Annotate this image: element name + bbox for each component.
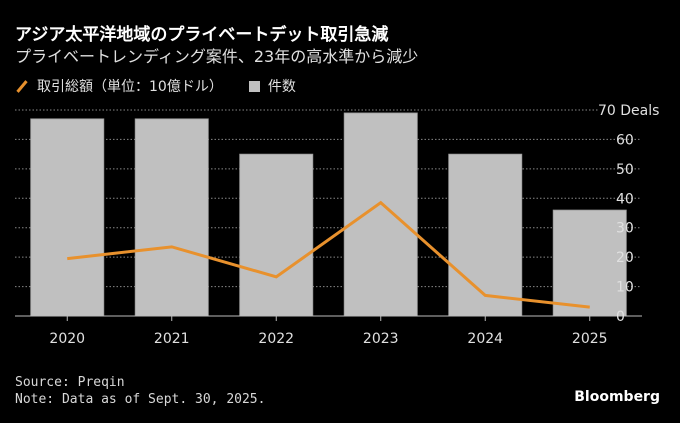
bloomberg-logo: Bloomberg xyxy=(574,389,660,405)
y-tick-label: 20 xyxy=(616,250,634,266)
y-tick-label: 70 Deals xyxy=(598,103,659,119)
data-note: Note: Data as of Sept. 30, 2025. xyxy=(15,392,266,407)
y-tick-label: 50 xyxy=(616,162,634,178)
bar-2024 xyxy=(448,153,523,317)
y-tick-label: 30 xyxy=(616,221,634,237)
y-tick-label: 0 xyxy=(616,309,625,325)
bar-2021 xyxy=(134,118,209,317)
legend-bar-label: 件数 xyxy=(267,79,296,95)
source-note: Source: Preqin xyxy=(15,375,125,390)
chart-title: アジア太平洋地域のプライベートデット取引急減 xyxy=(15,25,389,45)
legend-bar-swatch xyxy=(248,80,260,92)
y-tick-label: 10 xyxy=(616,280,634,296)
y-tick-label: 60 xyxy=(616,132,634,148)
x-tick-label: 2022 xyxy=(258,331,294,347)
x-tick-label: 2024 xyxy=(467,331,503,347)
chart: 0 10 20 30 40 50 60 70 Deals 2020 2021 2022 2023 20… xyxy=(15,103,659,347)
y-tick-label: 40 xyxy=(616,191,634,207)
x-tick-label: 2021 xyxy=(154,331,190,347)
x-tick-label: 2025 xyxy=(572,331,608,347)
bar-2023 xyxy=(343,112,418,317)
legend: 取引総額（単位：10億ドル） 件数 xyxy=(15,76,296,96)
legend-line-label: 取引総額（単位：10億ドル） xyxy=(37,79,223,95)
bar-2020 xyxy=(30,118,105,317)
deal-value-line xyxy=(67,200,590,309)
x-tick-label: 2023 xyxy=(363,331,399,347)
x-tick-label: 2020 xyxy=(49,331,85,347)
bar-2022 xyxy=(239,153,314,317)
chart-subtitle: プライベートレンディング案件、23年の高水準から減少 xyxy=(15,47,419,66)
